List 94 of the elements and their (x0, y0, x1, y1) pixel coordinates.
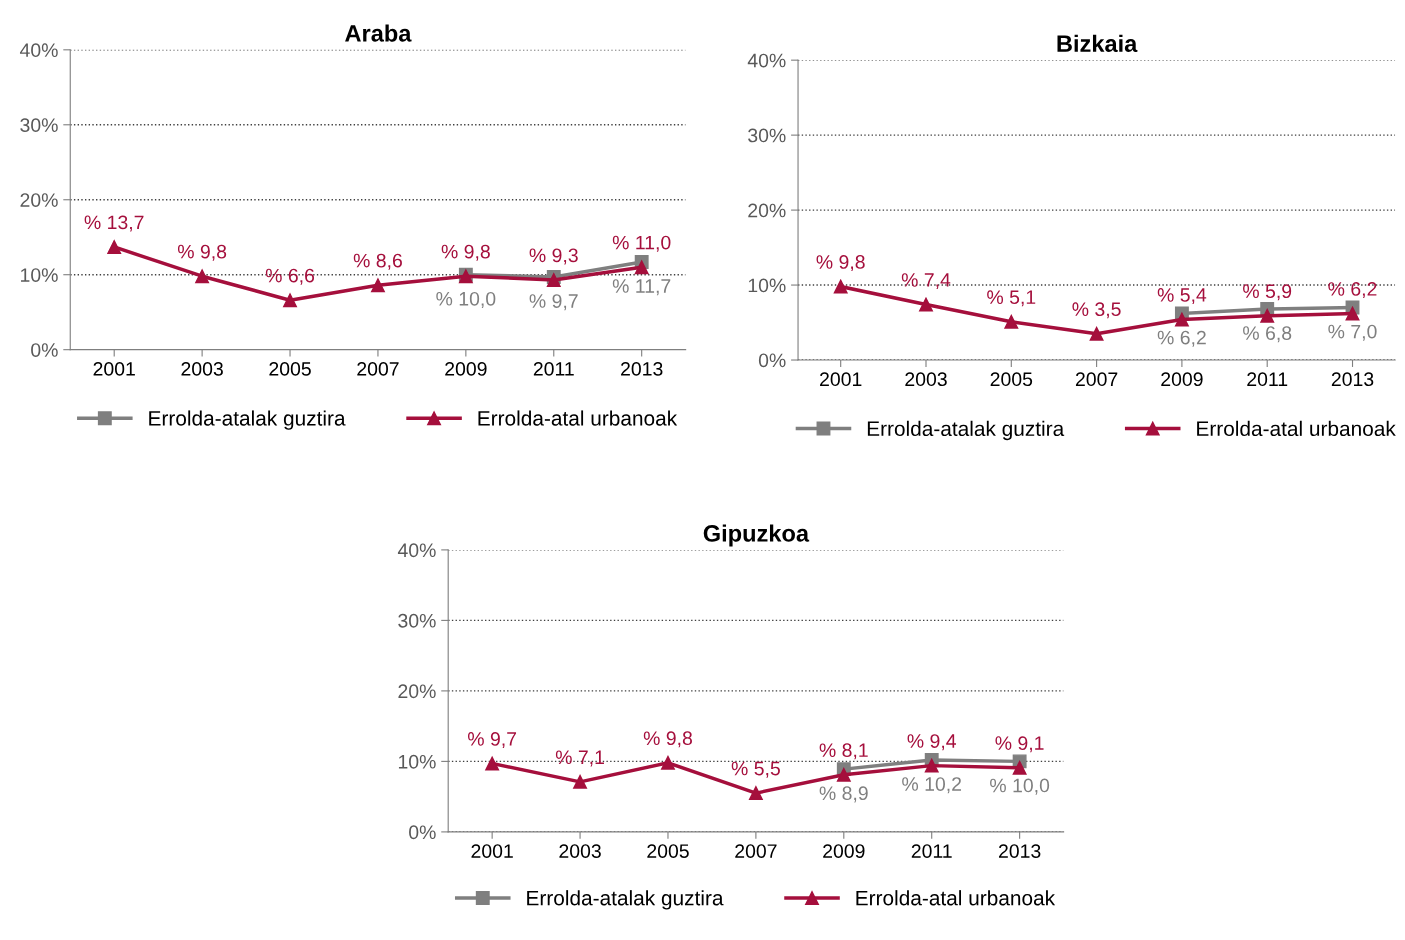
point (1345, 306, 1360, 321)
point (833, 279, 848, 294)
x-tick-label: 2011 (911, 844, 952, 858)
point (661, 755, 675, 770)
point (919, 297, 933, 312)
point (924, 758, 939, 773)
data-label: % 9,3 (529, 248, 578, 265)
data-label: % 6,6 (265, 268, 315, 285)
y-tick-label: 30% (20, 118, 58, 133)
data-label: % 7,1 (555, 750, 604, 767)
x-tick-label: 2001 (820, 372, 862, 387)
legend-label: Errolda-atalak guztira (149, 410, 346, 430)
x-tick-label: 2003 (905, 372, 947, 387)
data-label: % 9,7 (467, 732, 517, 749)
data-label: % 8,1 (819, 743, 868, 760)
point (370, 278, 385, 293)
point (748, 786, 763, 801)
y-tick-label: 30% (398, 613, 436, 628)
x-tick-label: 2007 (735, 844, 777, 858)
y-tick-label: 10% (21, 268, 58, 282)
y-tick-label: 30% (748, 128, 786, 143)
data-label: % 9,8 (441, 244, 490, 261)
data-label: % 9,4 (907, 734, 957, 751)
x-tick-label: 2013 (998, 844, 1041, 858)
point (1089, 326, 1104, 341)
legend-label: Errolda-atalak guztira (527, 890, 724, 910)
x-tick-label: 2013 (621, 362, 663, 376)
x-tick-label: 2005 (990, 372, 1033, 387)
x-tick-label: 2009 (1161, 372, 1203, 387)
y-tick-label: 40% (747, 53, 786, 68)
legend-label: Errolda-atal urbanoak (856, 890, 1056, 906)
x-tick-label: 2005 (269, 362, 311, 376)
data-label: % 11,0 (612, 235, 671, 252)
point (634, 260, 649, 275)
y-tick-label: 40% (19, 43, 58, 58)
x-tick-label: 2005 (647, 844, 689, 858)
x-tick-label: 2003 (181, 362, 223, 376)
data-label: % 9,8 (816, 255, 865, 272)
data-label: % 9,8 (177, 244, 227, 261)
data-label: % 10,2 (902, 777, 962, 794)
point (836, 767, 851, 782)
data-label: % 8,6 (353, 253, 402, 270)
y-tick-label: 0% (758, 353, 786, 368)
data-label: % 9,7 (529, 294, 578, 311)
point (107, 240, 122, 254)
x-tick-label: 2013 (1331, 372, 1374, 387)
legend-label: Errolda-atalak guztira (867, 420, 1065, 441)
data-label: % 7,4 (901, 273, 951, 290)
point (283, 293, 297, 308)
point (573, 774, 588, 789)
chart-title: Araba (345, 24, 412, 42)
y-tick-label: 20% (398, 684, 436, 699)
data-label: % 6,2 (1328, 282, 1377, 299)
data-label: % 8,9 (819, 786, 868, 803)
data-label: % 7,0 (1328, 324, 1377, 341)
data-label: % 5,1 (987, 290, 1036, 307)
x-tick-label: 2007 (1075, 372, 1118, 387)
x-tick-label: 2003 (559, 844, 601, 858)
y-tick-label: 10% (748, 278, 786, 293)
y-tick-label: 20% (748, 203, 786, 218)
x-tick-label: 2011 (1247, 372, 1288, 387)
data-label: % 3,5 (1072, 302, 1121, 319)
data-label: % 11,7 (612, 279, 671, 296)
point (485, 756, 500, 771)
y-tick-label: 0% (409, 825, 436, 840)
legend-label: Errolda-atal urbanoak (478, 410, 678, 426)
data-label: % 6,2 (1157, 330, 1206, 347)
data-label: % 5,5 (731, 761, 780, 778)
data-label: % 5,4 (1157, 288, 1207, 305)
y-tick-label: 20% (20, 193, 58, 207)
x-tick-label: 2009 (445, 362, 487, 376)
data-label: % 10,0 (436, 291, 496, 308)
point (1260, 308, 1275, 323)
data-label: % 9,8 (643, 731, 692, 748)
data-label: % 10,0 (990, 778, 1050, 795)
point (1004, 314, 1019, 329)
legend-label: Errolda-atal urbanoak (1197, 420, 1396, 437)
x-tick-label: 2009 (823, 844, 865, 858)
data-label: % 13,7 (84, 215, 144, 232)
x-tick-label: 2007 (357, 362, 399, 376)
x-tick-label: 2011 (533, 362, 574, 376)
y-tick-label: 0% (31, 343, 58, 357)
y-tick-label: 40% (397, 543, 436, 558)
point (195, 269, 210, 284)
point (1174, 312, 1189, 327)
y-tick-label: 10% (398, 754, 436, 769)
data-label: % 9,1 (995, 736, 1044, 753)
chart-title: Bizkaia (1057, 34, 1138, 53)
data-label: % 6,8 (1243, 326, 1292, 343)
chart-title: Gipuzkoa (703, 524, 810, 547)
x-tick-label: 2001 (471, 844, 513, 858)
point (1012, 760, 1027, 775)
data-label: % 5,9 (1243, 284, 1292, 301)
x-tick-label: 2001 (93, 362, 135, 376)
